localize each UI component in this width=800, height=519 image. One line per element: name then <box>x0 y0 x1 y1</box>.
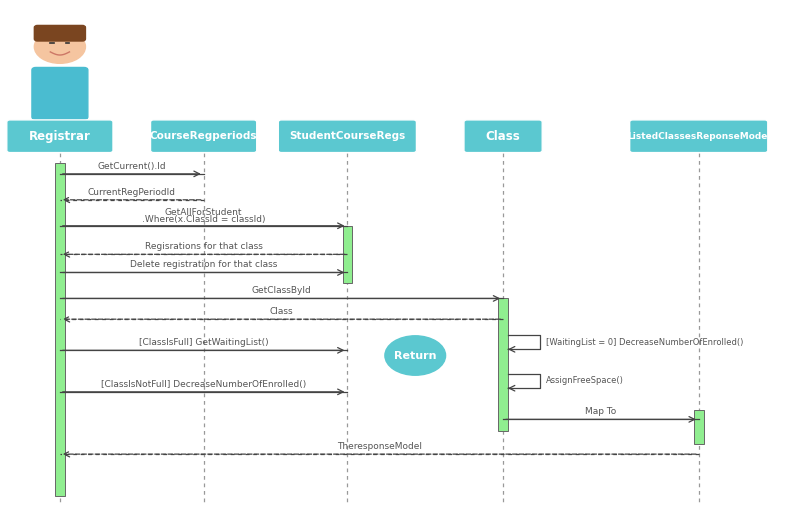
Text: Class: Class <box>270 307 294 316</box>
Text: Map To: Map To <box>586 407 617 416</box>
Text: CourseRegperiods: CourseRegperiods <box>150 131 258 141</box>
Text: StudentCourseRegs: StudentCourseRegs <box>290 131 406 141</box>
Text: Return: Return <box>394 350 437 361</box>
FancyBboxPatch shape <box>630 120 768 153</box>
Text: GetClassById: GetClassById <box>252 286 311 295</box>
FancyBboxPatch shape <box>498 298 508 431</box>
Text: Delete registration for that class: Delete registration for that class <box>130 261 278 269</box>
FancyBboxPatch shape <box>342 226 352 283</box>
Text: [ClassIsNotFull] DecreaseNumberOfEnrolled(): [ClassIsNotFull] DecreaseNumberOfEnrolle… <box>101 380 306 389</box>
Text: GetAllForStudent: GetAllForStudent <box>165 209 242 217</box>
FancyBboxPatch shape <box>464 120 542 153</box>
Text: TheresponseModel: TheresponseModel <box>337 442 422 451</box>
Circle shape <box>385 336 446 375</box>
Text: Class: Class <box>486 130 521 143</box>
FancyBboxPatch shape <box>6 120 113 153</box>
FancyBboxPatch shape <box>55 163 65 496</box>
Text: GetCurrent().Id: GetCurrent().Id <box>98 162 166 171</box>
Text: ListedClassesReponseModel: ListedClassesReponseModel <box>627 132 770 141</box>
Circle shape <box>34 30 86 63</box>
Text: Registrar: Registrar <box>29 130 91 143</box>
Text: [WaitingList = 0] DecreaseNumberOfEnrolled(): [WaitingList = 0] DecreaseNumberOfEnroll… <box>546 337 743 347</box>
FancyBboxPatch shape <box>694 410 703 444</box>
Text: [ClassIsFull] GetWaitingList(): [ClassIsFull] GetWaitingList() <box>139 338 269 347</box>
FancyBboxPatch shape <box>34 25 86 41</box>
Text: CurrentRegPeriodId: CurrentRegPeriodId <box>88 188 176 197</box>
Text: Regisrations for that class: Regisrations for that class <box>145 242 262 251</box>
Text: AssignFreeSpace(): AssignFreeSpace() <box>546 376 624 386</box>
Text: .Where(x.ClassId = classId): .Where(x.ClassId = classId) <box>142 215 266 224</box>
FancyBboxPatch shape <box>150 120 257 153</box>
FancyBboxPatch shape <box>278 120 417 153</box>
FancyBboxPatch shape <box>32 67 88 119</box>
